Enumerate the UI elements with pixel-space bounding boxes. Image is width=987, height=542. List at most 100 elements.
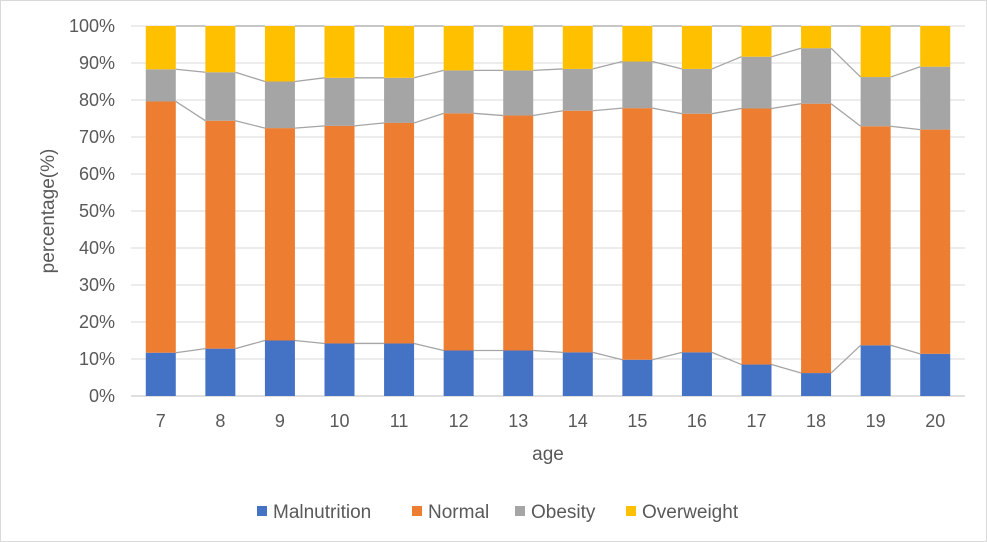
legend-item-normal: Normal [412, 502, 489, 523]
x-tick-label: 19 [866, 411, 886, 431]
bar-overweight-age-7 [145, 26, 176, 70]
bar-overweight-age-14 [562, 26, 593, 69]
x-tick-label: 16 [687, 411, 707, 431]
bar-overweight-age-10 [324, 26, 355, 78]
bar-obesity-age-7 [145, 69, 176, 102]
connector-malnutrition [413, 342, 444, 352]
bar-normal-age-10 [324, 125, 355, 344]
x-tick-label: 12 [449, 411, 469, 431]
series-connector-lines [175, 25, 921, 374]
bar-normal-age-19 [860, 126, 891, 346]
x-tick-label: 20 [925, 411, 945, 431]
y-tick-label: 90% [79, 53, 115, 73]
connector-obesity [294, 77, 325, 83]
bar-obesity-age-11 [384, 77, 415, 123]
connector-obesity [711, 56, 742, 70]
bar-obesity-age-8 [205, 72, 236, 121]
connector-normal [890, 125, 921, 131]
y-tick-label: 20% [79, 312, 115, 332]
bar-normal-age-7 [145, 101, 176, 353]
connector-normal [473, 112, 504, 117]
x-tick-label: 17 [746, 411, 766, 431]
bar-malnutrition-age-8 [205, 348, 236, 396]
x-tick-label: 7 [156, 411, 166, 431]
x-tick-label: 18 [806, 411, 826, 431]
bar-obesity-age-19 [860, 77, 891, 127]
bar-malnutrition-age-12 [443, 350, 474, 396]
bar-overweight-age-18 [801, 26, 832, 49]
x-tick-label: 8 [215, 411, 225, 431]
y-tick-label: 50% [79, 201, 115, 221]
bar-malnutrition-age-10 [324, 343, 355, 396]
bar-overweight-age-12 [443, 26, 474, 71]
bar-normal-age-20 [920, 129, 951, 354]
legend-label: Overweight [642, 502, 739, 523]
connector-malnutrition [652, 351, 683, 361]
x-tick-label: 10 [329, 411, 349, 431]
connector-obesity [175, 68, 206, 73]
connector-obesity [533, 68, 563, 72]
y-tick-label: 60% [79, 164, 115, 184]
x-tick-label: 13 [508, 411, 528, 431]
y-tick-label: 70% [79, 127, 115, 147]
bar-malnutrition-age-14 [562, 352, 593, 396]
y-tick-label: 10% [79, 349, 115, 369]
bar-malnutrition-age-17 [741, 364, 772, 396]
bar-obesity-age-20 [920, 66, 951, 130]
bar-malnutrition-age-9 [264, 340, 295, 396]
connector-malnutrition [830, 344, 862, 374]
y-tick-label: 100% [69, 16, 115, 36]
legend-item-malnutrition: Malnutrition [257, 502, 371, 523]
bar-overweight-age-15 [622, 26, 653, 62]
connector-normal [294, 125, 325, 129]
bar-obesity-age-13 [503, 70, 534, 116]
bar-malnutrition-age-11 [384, 343, 415, 396]
connector-malnutrition [294, 339, 325, 345]
bar-obesity-age-17 [741, 56, 772, 109]
x-tick-label: 15 [627, 411, 647, 431]
bar-normal-age-8 [205, 120, 236, 349]
bar-normal-age-18 [801, 103, 832, 374]
x-axis-title: age [532, 444, 564, 465]
bar-obesity-age-18 [801, 48, 832, 104]
y-tick-label: 80% [79, 90, 115, 110]
connector-malnutrition [175, 347, 206, 354]
legend-label: Malnutrition [273, 502, 371, 523]
bar-overweight-age-11 [384, 26, 415, 78]
bar-malnutrition-age-20 [920, 353, 951, 396]
bar-overweight-age-20 [920, 26, 951, 67]
bar-malnutrition-age-15 [622, 359, 653, 396]
connector-obesity [592, 60, 623, 70]
connector-normal [235, 120, 266, 129]
connector-obesity [235, 71, 266, 83]
y-axis-title: percentage(%) [38, 149, 59, 274]
bar-normal-age-9 [264, 128, 295, 341]
bar-normal-age-14 [562, 110, 593, 353]
bar-normal-age-11 [384, 122, 415, 344]
bar-malnutrition-age-19 [860, 345, 891, 396]
x-tick-label: 11 [390, 411, 409, 431]
bar-obesity-age-15 [622, 61, 653, 109]
connector-normal [771, 103, 802, 110]
connector-normal [711, 107, 742, 115]
legend: Malnutrition Normal Obesity Overweight [257, 502, 739, 523]
y-tick-label: 0% [89, 386, 115, 406]
connector-normal [175, 100, 206, 122]
connector-normal [592, 107, 623, 112]
bar-overweight-age-17 [741, 26, 772, 57]
bar-overweight-age-16 [681, 26, 712, 69]
bar-obesity-age-12 [443, 70, 474, 114]
connector-obesity [890, 66, 921, 78]
y-tick-label: 40% [79, 238, 115, 258]
bar-malnutrition-age-18 [801, 373, 832, 396]
bar-overweight-age-19 [860, 26, 891, 78]
x-tick-label: 9 [275, 411, 285, 431]
x-axis-ticks: 7 8 9 10 11 12 13 14 15 16 17 18 19 20 [156, 411, 945, 431]
y-axis-ticks: 0% 10% 20% 30% 40% 50% 60% 70% 80% 90% 100% [69, 16, 115, 406]
connector-normal [413, 112, 444, 124]
connector-normal [533, 110, 563, 117]
bar-malnutrition-age-7 [145, 352, 176, 396]
legend-item-overweight: Overweight [626, 502, 739, 523]
connector-malnutrition [771, 363, 802, 374]
